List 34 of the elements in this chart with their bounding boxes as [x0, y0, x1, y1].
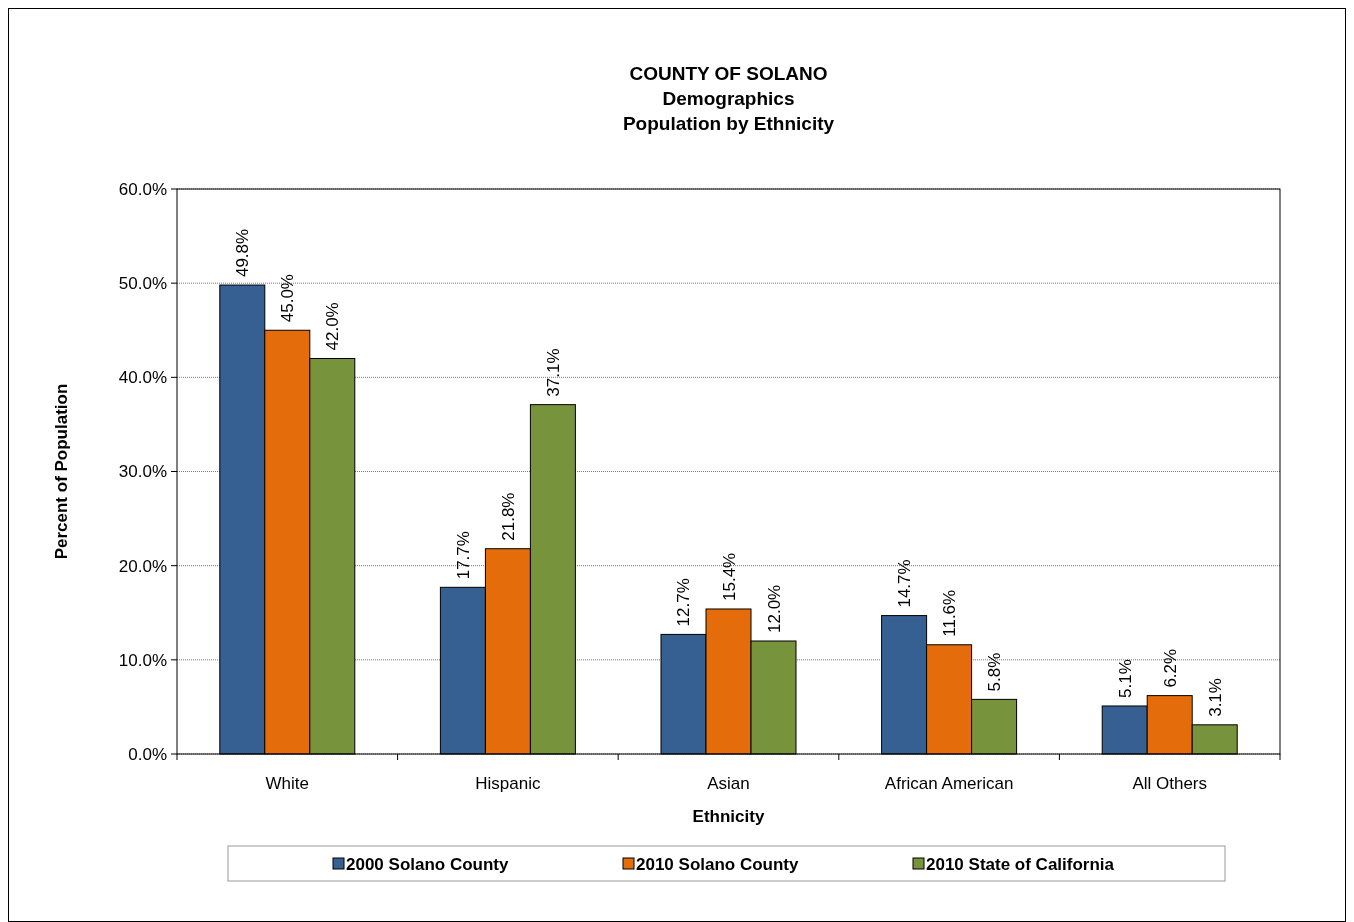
- data-label: 6.2%: [1160, 648, 1180, 688]
- y-tick-label: 10.0%: [118, 650, 167, 670]
- y-tick-label: 30.0%: [118, 462, 167, 482]
- legend-label: 2010 State of California: [926, 854, 1115, 874]
- y-axis-title: Percent of Population: [52, 383, 71, 560]
- x-axis-title: Ethnicity: [692, 807, 765, 826]
- x-tick-label: All Others: [1132, 774, 1208, 793]
- x-tick-label: White: [265, 774, 310, 793]
- y-tick-label: 0.0%: [128, 744, 167, 764]
- data-label: 12.0%: [764, 584, 784, 633]
- x-tick-label: Asian: [707, 774, 750, 793]
- data-label: 5.1%: [1115, 659, 1135, 698]
- data-label: 3.1%: [1205, 678, 1225, 717]
- data-label: 21.8%: [498, 492, 518, 541]
- x-tick-label: African American: [884, 774, 1014, 793]
- y-tick-label: 40.0%: [118, 368, 167, 388]
- legend-label: 2000 Solano County: [346, 854, 510, 874]
- data-label: 45.0%: [278, 274, 298, 323]
- data-label: 42.0%: [323, 302, 343, 351]
- data-label: 14.7%: [895, 559, 915, 608]
- y-tick-label: 60.0%: [118, 179, 167, 199]
- chart-subtitle: Demographics Population by Ethnicity: [622, 88, 835, 134]
- data-label: 15.4%: [719, 552, 739, 601]
- data-label: 5.8%: [985, 652, 1005, 692]
- data-label: 11.6%: [940, 589, 960, 637]
- data-label: 37.1%: [543, 348, 563, 397]
- data-label: 12.7%: [674, 578, 694, 627]
- legend-label: 2010 Solano County: [636, 854, 800, 874]
- data-label: 49.8%: [233, 228, 253, 278]
- x-tick-label: Hispanic: [475, 774, 541, 793]
- y-tick-label: 50.0%: [118, 274, 167, 294]
- data-label: 17.7%: [453, 531, 473, 580]
- y-tick-label: 20.0%: [118, 556, 167, 576]
- chart-title: COUNTY OF SOLANO: [629, 63, 828, 84]
